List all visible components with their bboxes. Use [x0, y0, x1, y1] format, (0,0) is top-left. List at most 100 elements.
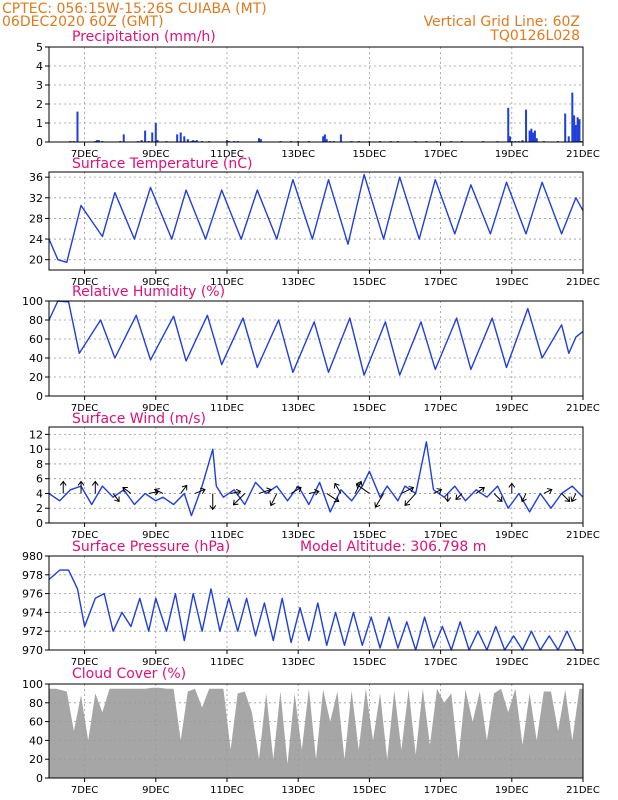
precipitation-bar: [195, 140, 198, 142]
wind-arrow: [112, 493, 120, 503]
precipitation-x-tick-label: 15DEC: [353, 149, 387, 160]
wind-y-tick-label: 0: [36, 517, 43, 530]
precipitation-bar: [576, 117, 579, 142]
humidity-series: [48, 300, 584, 376]
wind-arrow: [401, 486, 415, 494]
cloud-y-tick-label: 40: [29, 734, 43, 747]
pressure-y-tick-label: 976: [22, 588, 43, 601]
wind-arrow: [354, 480, 363, 494]
cloud-panel: Cloud Cover (%) 0 20 40 60 80 100 7DEC 9DEC 11D…: [22, 666, 600, 796]
wind-arrow: [333, 482, 342, 494]
wind-arrow: [455, 493, 463, 501]
wind-arrow: [374, 493, 385, 508]
cloud-x-tick-label: 13DEC: [281, 785, 315, 796]
cloud-x-tick-label: 21DEC: [566, 785, 600, 796]
precipitation-x-tick-label: 7DEC: [71, 149, 98, 160]
temperature-title: Surface Temperature (nC): [72, 156, 253, 172]
wind-arrow: [520, 493, 527, 503]
precipitation-bar: [151, 132, 154, 142]
wind-x-axis: 7DEC 9DEC 11DEC 13DEC 15DEC 17DEC 19DEC 21DEC: [71, 523, 600, 541]
wind-arrow: [230, 488, 242, 496]
precipitation-bar: [325, 139, 328, 142]
humidity-y-tick-label: 100: [22, 295, 43, 308]
precipitation-bar: [525, 109, 528, 142]
pressure-y-tick-label: 980: [22, 550, 43, 563]
precipitation-x-axis: 7DEC 9DEC 11DEC 13DEC 15DEC 17DEC 19DEC 21DEC: [71, 142, 600, 160]
cloud-y-tick-label: 80: [29, 697, 43, 710]
wind-y-tick-label: 4: [36, 487, 43, 500]
precipitation-bar: [532, 132, 535, 142]
wind-arrow: [122, 486, 132, 494]
humidity-gridlines: [49, 301, 583, 396]
humidity-title: Relative Humidity (%): [72, 284, 225, 300]
precipitation-bar: [323, 134, 326, 142]
precipitation-bar: [535, 138, 538, 142]
temperature-x-tick-label: 19DEC: [495, 277, 529, 288]
cloud-x-axis: 7DEC 9DEC 11DEC 13DEC 15DEC 17DEC 19DEC 21DEC: [71, 778, 600, 796]
cloud-x-tick-label: 17DEC: [424, 785, 458, 796]
precipitation-bar: [183, 136, 186, 142]
cloud-x-tick-label: 15DEC: [353, 785, 387, 796]
precipitation-y-tick-label: 3: [36, 79, 43, 92]
temperature-x-tick-label: 17DEC: [424, 277, 458, 288]
cloud-y-tick-label: 100: [22, 678, 43, 691]
cloud-x-tick-label: 19DEC: [495, 785, 529, 796]
temperature-x-tick-label: 15DEC: [353, 277, 387, 288]
pressure-gridlines: [49, 556, 583, 650]
precipitation-bar: [573, 115, 576, 142]
pressure-y-tick-label: 970: [22, 644, 43, 657]
wind-arrow: [508, 482, 516, 494]
wind-arrow: [209, 493, 217, 511]
humidity-x-tick-label: 21DEC: [566, 403, 600, 414]
wind-arrow: [194, 487, 206, 494]
humidity-x-axis: 7DEC 9DEC 11DEC 13DEC 15DEC 17DEC 19DEC 21DEC: [71, 396, 600, 414]
wind-arrow: [404, 493, 417, 507]
temperature-y-tick-label: 24: [29, 233, 43, 246]
wind-title: Surface Wind (m/s): [72, 411, 206, 427]
cloud-area: [49, 687, 583, 778]
wind-x-tick-label: 19DEC: [495, 530, 529, 541]
pressure-panel: Surface Pressure (hPa) Model Altitude: 3…: [22, 539, 600, 668]
pressure-y-tick-label: 978: [22, 569, 43, 582]
wind-x-tick-label: 7DEC: [71, 530, 98, 541]
precipitation-bar: [571, 92, 574, 142]
cloud-x-tick-label: 9DEC: [142, 785, 169, 796]
pressure-x-tick-label: 9DEC: [142, 657, 169, 668]
temperature-x-tick-label: 9DEC: [142, 277, 169, 288]
precipitation-bar: [258, 138, 261, 142]
wind-panel: Surface Wind (m/s) 0 2 46 8 10 12 7DEC 9DEC 11D…: [29, 411, 600, 541]
precipitation-y-tick-label: 2: [36, 98, 43, 111]
pressure-x-tick-label: 21DEC: [566, 657, 600, 668]
precipitation-x-tick-label: 17DEC: [424, 149, 458, 160]
temperature-series-line: [48, 173, 584, 263]
grid-note: Vertical Grid Line: 60Z: [424, 14, 580, 30]
precipitation-bar: [339, 134, 342, 142]
pressure-title: Surface Pressure (hPa): [72, 539, 230, 555]
precipitation-panel: Precipitation (mm/h) 0 1 2 3 4 5 7DEC 9DEC 11DE…: [36, 29, 600, 160]
wind-y-tick-label: 10: [29, 443, 43, 456]
temperature-y-tick-label: 28: [29, 212, 43, 225]
wind-arrow: [433, 488, 443, 495]
wind-arrow: [269, 493, 278, 507]
humidity-series-line: [48, 300, 584, 376]
temperature-panel: Surface Temperature (nC) 20 24 28 32 36 7DEC…: [29, 156, 600, 288]
date-line: 06DEC2020 60Z (GMT): [2, 14, 164, 30]
wind-y-tick-label: 2: [36, 502, 43, 515]
cloud-title: Cloud Cover (%): [72, 666, 186, 682]
precipitation-x-tick-label: 19DEC: [495, 149, 529, 160]
humidity-y-axis: 0 20 40 60 80 100: [22, 295, 49, 403]
run-code: TQ0126L028: [489, 28, 580, 44]
precipitation-bar: [528, 130, 531, 142]
humidity-x-tick-label: 13DEC: [281, 403, 315, 414]
humidity-y-tick-label: 0: [36, 390, 43, 403]
precipitation-bar: [122, 134, 125, 142]
precipitation-bar: [192, 140, 195, 142]
wind-arrow: [543, 488, 553, 495]
wind-x-tick-label: 17DEC: [424, 530, 458, 541]
temperature-series: [48, 173, 584, 263]
precipitation-bar: [96, 140, 99, 142]
wind-arrow: [91, 480, 99, 494]
wind-arrow: [290, 486, 302, 494]
precipitation-x-tick-label: 21DEC: [566, 149, 600, 160]
